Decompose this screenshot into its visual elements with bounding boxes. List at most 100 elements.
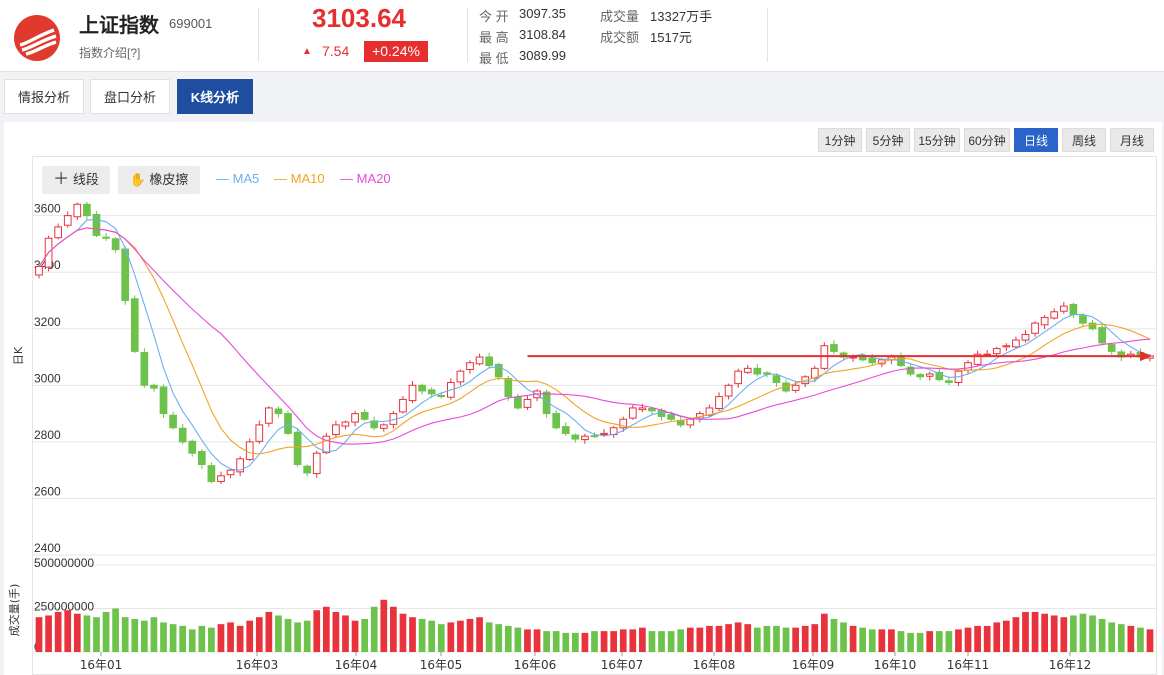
candle-body [284, 413, 292, 434]
candle-body [427, 389, 436, 395]
volume-bar [849, 625, 857, 652]
volume-bar [734, 622, 742, 652]
candle-body [734, 370, 743, 385]
line-segment-tool-button[interactable]: ＋ 线段 [42, 166, 110, 194]
volume-bar [313, 610, 321, 652]
volume-bar [322, 606, 330, 652]
candle-body [408, 384, 417, 402]
candle-body [178, 427, 187, 443]
candle-body [628, 407, 637, 419]
volume-bar [93, 617, 100, 652]
candle-body [83, 203, 91, 217]
volume-bar [677, 629, 685, 652]
price-axis-label: 日K [12, 346, 25, 365]
stat-high-value: 3108.84 [519, 27, 566, 42]
volume-bar [993, 622, 1001, 652]
volume-bar [945, 631, 953, 652]
stat-volume-value: 13327万手 [650, 9, 713, 24]
volume-bar [418, 618, 426, 652]
volume-bar [878, 629, 886, 652]
candle-body [1088, 322, 1097, 330]
eraser-tool-button[interactable]: ✋ 橡皮擦 [118, 166, 200, 194]
period-15min-button[interactable]: 15分钟 [914, 128, 960, 152]
index-intro-link[interactable]: 指数介绍[?] [79, 46, 141, 60]
candle-body [571, 434, 580, 440]
candle-body [437, 394, 446, 398]
line-segment-tool-label: 线段 [72, 172, 99, 187]
volume-bar [629, 629, 637, 652]
candle-body [724, 384, 733, 397]
candle-body [983, 353, 992, 356]
volume-bar [73, 613, 81, 652]
period-5min-button[interactable]: 5分钟 [866, 128, 910, 152]
candle-body [466, 362, 474, 370]
legend-ma20-label: MA20 [356, 171, 391, 186]
volume-bar [1022, 611, 1029, 652]
legend-ma10: — MA10 [274, 171, 325, 186]
candle-body [561, 426, 570, 434]
volume-bar [342, 615, 349, 652]
price-tick-label: 2400 [34, 541, 61, 555]
period-60min-button[interactable]: 60分钟 [964, 128, 1010, 152]
volume-bar [773, 625, 780, 652]
candle-body [92, 213, 101, 236]
volume-bar [303, 620, 311, 652]
candle-body [1040, 316, 1049, 326]
volume-bar [1079, 613, 1087, 652]
candle-body [619, 418, 628, 429]
candle-body [648, 408, 656, 412]
volume-tick-label: 500000000 [34, 556, 94, 570]
volume-bar [476, 617, 483, 652]
volume-axis-label: 成交量(手) [7, 584, 21, 637]
candle-body [188, 440, 197, 454]
volume-bar [332, 611, 340, 652]
price-change-percent: +0.24% [364, 41, 428, 62]
tab-order-book-analysis[interactable]: 盘口分析 [90, 79, 170, 114]
period-daily-button[interactable]: 日线 [1014, 128, 1058, 152]
candle-body [102, 236, 110, 239]
quote-header [0, 0, 1164, 72]
period-monthly-button[interactable]: 月线 [1110, 128, 1154, 152]
volume-bar [715, 625, 723, 652]
volume-bar [399, 613, 407, 652]
x-tick-label: 16年01 [80, 658, 123, 672]
tab-intel-analysis[interactable]: 情报分析 [4, 79, 84, 114]
volume-bar [390, 606, 397, 652]
volume-bar [1127, 625, 1135, 652]
candle-body [169, 414, 177, 429]
volume-bar [926, 631, 934, 652]
candle-body [399, 398, 407, 413]
header-divider [767, 8, 768, 62]
stat-open-label: 今 开 [479, 9, 509, 24]
volume-bar [208, 627, 215, 652]
stat-low-label: 最 低 [479, 51, 509, 66]
volume-bar [1002, 620, 1010, 652]
header-divider [467, 8, 468, 62]
legend-ma5: — MA5 [216, 171, 260, 186]
volume-bar [830, 618, 838, 652]
period-1min-button[interactable]: 1分钟 [818, 128, 862, 152]
index-name: 上证指数 [79, 15, 159, 37]
volume-bar [935, 631, 943, 652]
volume-bar [888, 629, 895, 652]
volume-bar [1098, 618, 1106, 652]
header-divider [258, 8, 259, 62]
volume-bar [457, 620, 464, 652]
index-code: 699001 [169, 16, 213, 31]
period-weekly-button[interactable]: 周线 [1062, 128, 1106, 152]
candle-body [140, 352, 149, 386]
candle-body [54, 226, 63, 239]
volume-bar [916, 632, 924, 652]
current-price: 3103.64 [312, 3, 406, 33]
candle-body [245, 441, 254, 460]
stat-volume-label: 成交量 [600, 9, 640, 24]
volume-bar [1070, 615, 1077, 652]
annotation-ray-arrowhead [1140, 351, 1152, 362]
candle-body [1021, 333, 1030, 341]
candle-body [791, 384, 800, 391]
candle-body [370, 420, 379, 429]
stat-amount-value: 1517元 [650, 30, 692, 45]
volume-bar [1050, 615, 1058, 652]
tab-kline-analysis[interactable]: K线分析 [177, 79, 253, 114]
volume-bar [246, 620, 254, 652]
